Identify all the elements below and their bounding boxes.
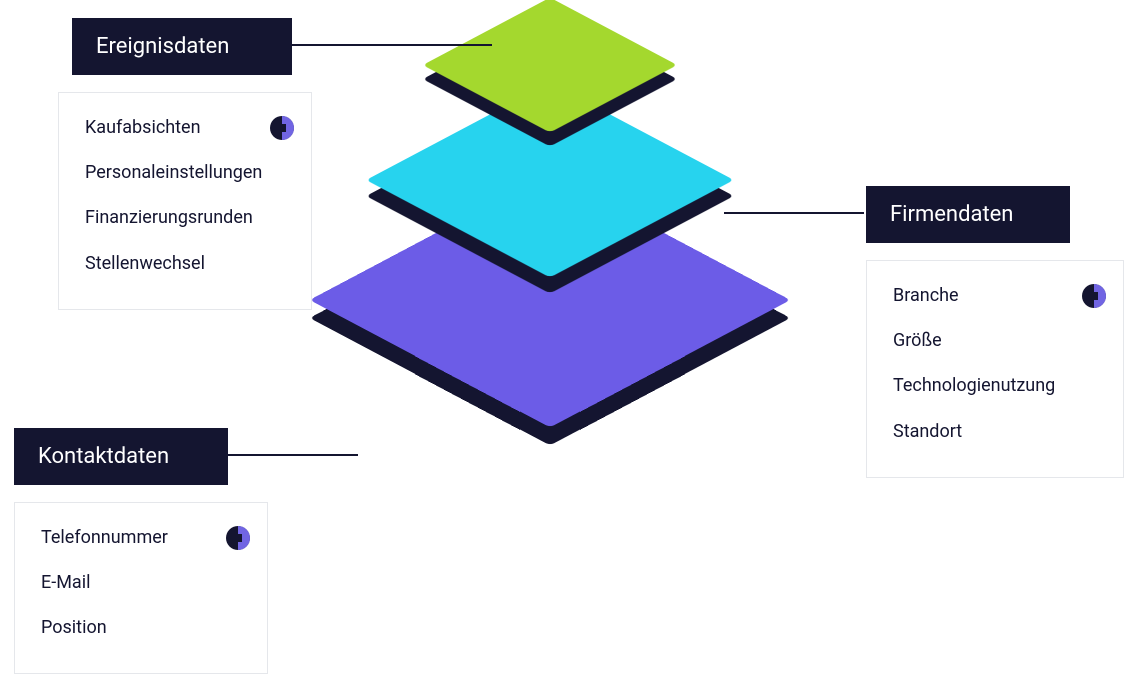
card-header-ereignis: Ereignisdaten [72,18,292,75]
list-item: Standort [893,419,1097,444]
card-header-firmen: Firmendaten [866,186,1070,243]
list-item: Branche [893,283,1097,308]
connector-ereignis [292,44,492,46]
list-item: E-Mail [41,570,241,595]
list-item: Personaleinstellungen [85,160,285,185]
card-title: Kontaktdaten [38,444,169,469]
list-item: Kaufabsichten [85,115,285,140]
list-item: Technologienutzung [893,373,1097,398]
card-header-kontakt: Kontaktdaten [14,428,228,485]
list-item: Stellenwechsel [85,251,285,276]
layers-stack [310,10,790,540]
badge-icon [1082,284,1106,308]
badge-icon [226,526,250,550]
badge-icon [270,116,294,140]
list-item: Telefonnummer [41,525,241,550]
list-item: Position [41,615,241,640]
connector-firmen [724,212,864,214]
card-title: Firmendaten [890,202,1013,227]
card-title: Ereignisdaten [96,34,229,59]
list-item: Finanzierungsrunden [85,205,285,230]
list-item: Größe [893,328,1097,353]
connector-kontakt [228,454,358,456]
